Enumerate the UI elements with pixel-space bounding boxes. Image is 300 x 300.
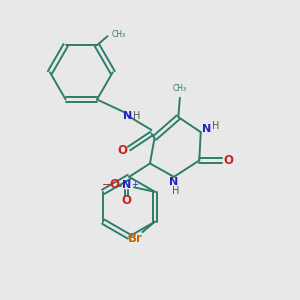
Text: N: N — [202, 124, 212, 134]
Text: O: O — [110, 178, 120, 191]
Text: +: + — [131, 180, 138, 189]
Text: H: H — [172, 186, 179, 196]
Text: N: N — [122, 180, 131, 190]
Text: N: N — [169, 177, 178, 187]
Text: H: H — [134, 111, 141, 121]
Text: N: N — [123, 111, 132, 121]
Text: CH₃: CH₃ — [112, 30, 126, 39]
Text: O: O — [118, 143, 128, 157]
Text: H: H — [212, 121, 219, 130]
Text: O: O — [122, 194, 132, 207]
Text: Br: Br — [128, 232, 143, 245]
Text: O: O — [223, 154, 233, 167]
Text: −: − — [102, 180, 111, 190]
Text: CH₃: CH₃ — [173, 84, 187, 93]
